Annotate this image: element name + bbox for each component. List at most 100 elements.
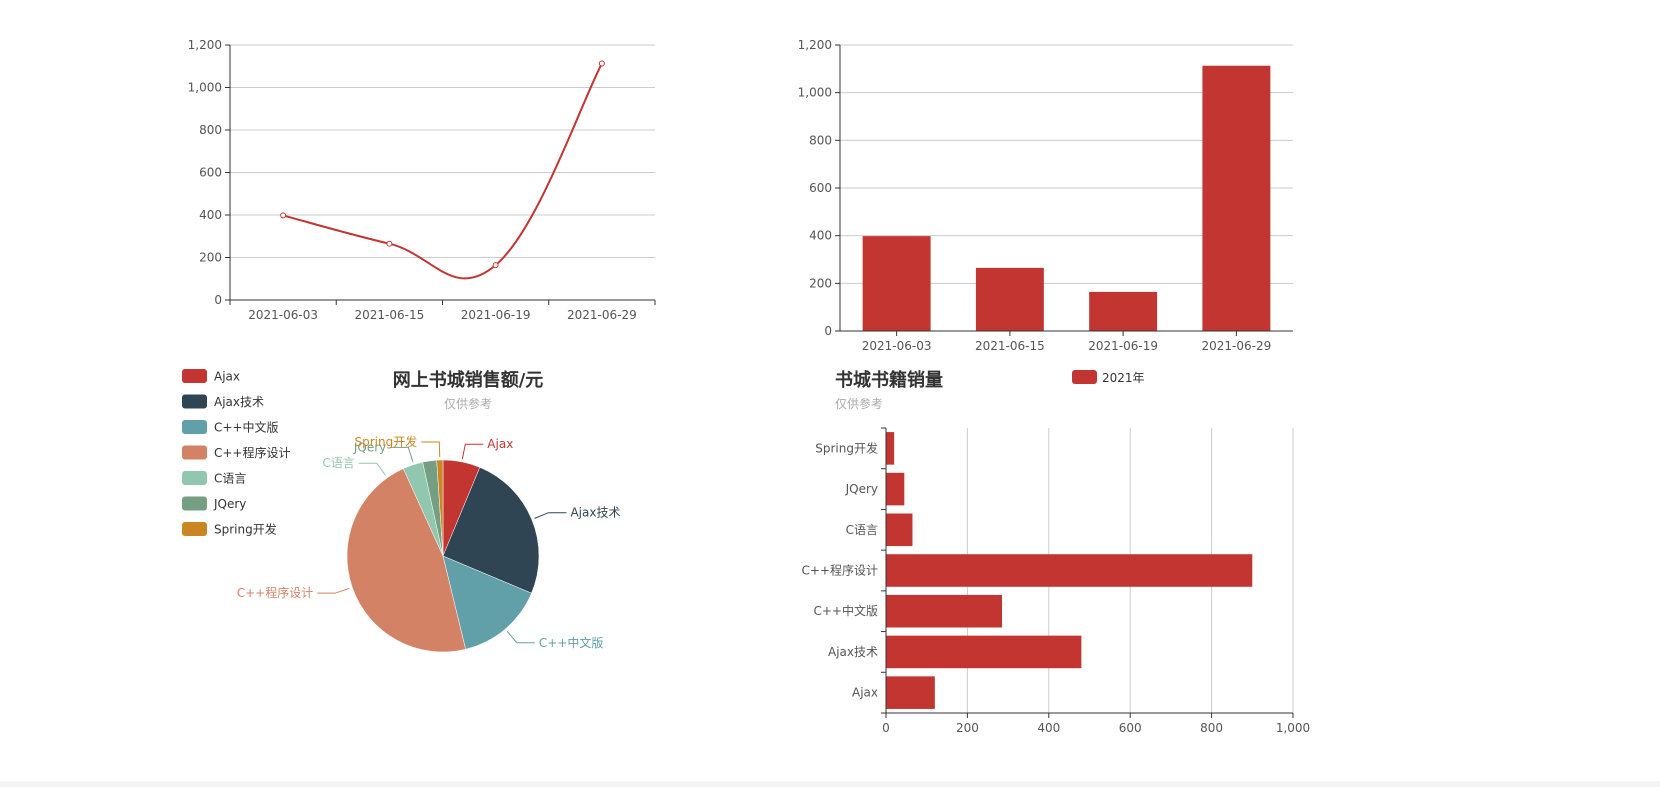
line-chart-x-tick-label: 2021-06-15 [355, 308, 425, 322]
pie-slice-label: Ajax [487, 437, 513, 451]
line-chart-point [492, 262, 499, 269]
line-chart-y-tick-label: 400 [199, 208, 222, 222]
hbar-chart-bar [886, 513, 913, 547]
bar-chart-y-tick-label: 200 [809, 276, 832, 290]
line-chart-x-tick-label: 2021-06-19 [461, 308, 531, 322]
hbar-chart-y-tick-label: C++程序设计 [802, 563, 879, 578]
line-chart: 0 200 400 600 800 1,000 1,200 2021-06-03 2021-06… [188, 38, 656, 322]
bottom-scroll-strip [0, 781, 1660, 787]
bar-chart-bar [862, 236, 931, 331]
bar-chart-y-tick-label: 0 [824, 324, 832, 338]
line-chart-point [280, 212, 287, 219]
bar-chart: 0 200 400 600 800 1,000 1,200 2021-06-03 2021-06… [798, 38, 1293, 353]
pie-legend-swatch [182, 471, 207, 485]
hbar-chart-y-tick-label: C++中文版 [814, 603, 879, 618]
pie-legend-swatch [182, 420, 207, 434]
pie-label-line [317, 587, 350, 594]
hbar-chart-y-tick-label: C语言 [846, 523, 878, 537]
pie-label-line [461, 443, 484, 460]
hbar-chart-bar [886, 432, 895, 465]
pie-label-line [421, 441, 441, 458]
line-chart-y-tick-label: 1,200 [188, 38, 222, 52]
line-chart-y-tick-label: 800 [199, 123, 222, 137]
line-chart-x-tick-label: 2021-06-03 [248, 308, 318, 322]
bar-chart-x-tick-label: 2021-06-15 [975, 339, 1045, 353]
pie-legend-label: C++程序设计 [214, 445, 291, 460]
line-chart-y-tick-label: 600 [199, 166, 222, 180]
pie-legend-label: Ajax [214, 370, 240, 384]
pie-legend[interactable]: Ajax Ajax技术 C++中文版 C++程序设计 C语言 JQery Spring开发 [182, 369, 291, 537]
pie-legend-swatch [182, 394, 207, 409]
hbar-chart-x-tick-label: 0 [882, 721, 890, 735]
line-chart-y-tick-label: 0 [214, 293, 222, 307]
line-chart-point [386, 240, 393, 247]
bar-chart-y-tick-label: 1,000 [798, 86, 832, 100]
hbar-chart-panel: 书城书籍销量 仅供参考 2021年 0 200 400 600 800 1,000 Ajax… [780, 360, 1380, 780]
hbar-chart-y-tick-label: Spring开发 [815, 440, 878, 455]
bar-chart-panel: 0 200 400 600 800 1,000 1,200 2021-06-03 2021-06… [780, 0, 1380, 370]
hbar-chart-y-tick-label: Ajax技术 [828, 645, 878, 659]
bar-chart-y-tick-label: 600 [809, 181, 832, 195]
pie-slice [436, 459, 444, 557]
pie-chart-subtitle: 仅供参考 [444, 396, 492, 411]
pie-legend-swatch [182, 369, 207, 383]
pie-slice-label: C++程序设计 [237, 585, 314, 600]
hbar-chart-bar [886, 676, 935, 709]
hbar-chart-x-tick-label: 600 [1119, 721, 1142, 735]
pie-label-line [534, 512, 567, 519]
pie-slice [442, 467, 540, 594]
hbar-chart-x-tick-label: 200 [956, 721, 979, 735]
pie-chart-panel: 网上书城销售额/元 仅供参考 Ajax Ajax技术 C++中文版 C++程序设计 C语… [0, 360, 700, 780]
pie-legend-swatch [182, 496, 207, 511]
pie-chart-title: 网上书城销售额/元 [393, 369, 544, 391]
bar-chart-bar [975, 267, 1044, 331]
bar-chart-bar [1202, 65, 1271, 332]
pie-label-line [358, 462, 386, 476]
hbar-chart-bar [886, 472, 905, 506]
pie-slice-label: C语言 [322, 456, 354, 470]
pie-legend-label: C语言 [214, 472, 246, 486]
hbar-chart-x-tick-label: 400 [1037, 721, 1060, 735]
line-chart-series-line [282, 63, 603, 280]
pie-legend-swatch [182, 445, 207, 460]
pie-slice [346, 468, 466, 653]
bar-chart-x-tick-label: 2021-06-19 [1088, 339, 1158, 353]
hbar-chart-bar [886, 594, 1002, 628]
pie-slice-label: C++中文版 [539, 635, 604, 650]
pie-legend-label: Spring开发 [214, 522, 277, 537]
line-chart-point [598, 60, 605, 67]
pie-slice-label: Ajax技术 [570, 506, 620, 520]
line-chart-y-tick-label: 1,000 [188, 81, 222, 95]
hbar-chart-x-tick-label: 800 [1200, 721, 1223, 735]
hbar-chart-bar [886, 554, 1253, 587]
line-chart-y-tick-label: 200 [199, 251, 222, 265]
bar-chart-x-tick-label: 2021-06-29 [1202, 339, 1272, 353]
hbar-chart-y-tick-label: JQery [845, 482, 878, 496]
hbar-chart-subtitle: 仅供参考 [835, 396, 883, 411]
pie-chart: 网上书城销售额/元 仅供参考 Ajax Ajax技术 C++中文版 C++程序设计 C语… [182, 369, 620, 653]
pie-slice-label: Spring开发 [355, 434, 418, 449]
pie-label-line [390, 446, 414, 462]
hbar-legend[interactable]: 2021年 [1072, 370, 1145, 385]
pie-label-line [506, 631, 535, 644]
bar-chart-y-tick-label: 1,200 [798, 38, 832, 52]
line-chart-panel: 0 200 400 600 800 1,000 1,200 2021-06-03 2021-06… [0, 0, 700, 340]
hbar-chart-x-tick-label: 1,000 [1276, 721, 1310, 735]
hbar-legend-label: 2021年 [1102, 371, 1145, 385]
pie-legend-label: Ajax技术 [214, 395, 264, 409]
bar-chart-y-tick-label: 800 [809, 133, 832, 147]
pie-legend-label: JQery [213, 497, 246, 511]
pie-legend-swatch [182, 522, 207, 536]
hbar-chart-title: 书城书籍销量 [835, 369, 943, 391]
line-chart-x-tick-label: 2021-06-29 [567, 308, 637, 322]
hbar-chart-bar [886, 635, 1082, 669]
bar-chart-x-tick-label: 2021-06-03 [862, 339, 932, 353]
pie-slice [442, 555, 532, 650]
pie-legend-label: C++中文版 [214, 420, 279, 435]
hbar-chart-y-tick-label: Ajax [852, 686, 878, 700]
bar-chart-y-tick-label: 400 [809, 229, 832, 243]
bar-chart-bar [1089, 291, 1158, 331]
pie-slice-label: JQery [353, 440, 386, 454]
hbar-legend-swatch [1072, 370, 1097, 384]
